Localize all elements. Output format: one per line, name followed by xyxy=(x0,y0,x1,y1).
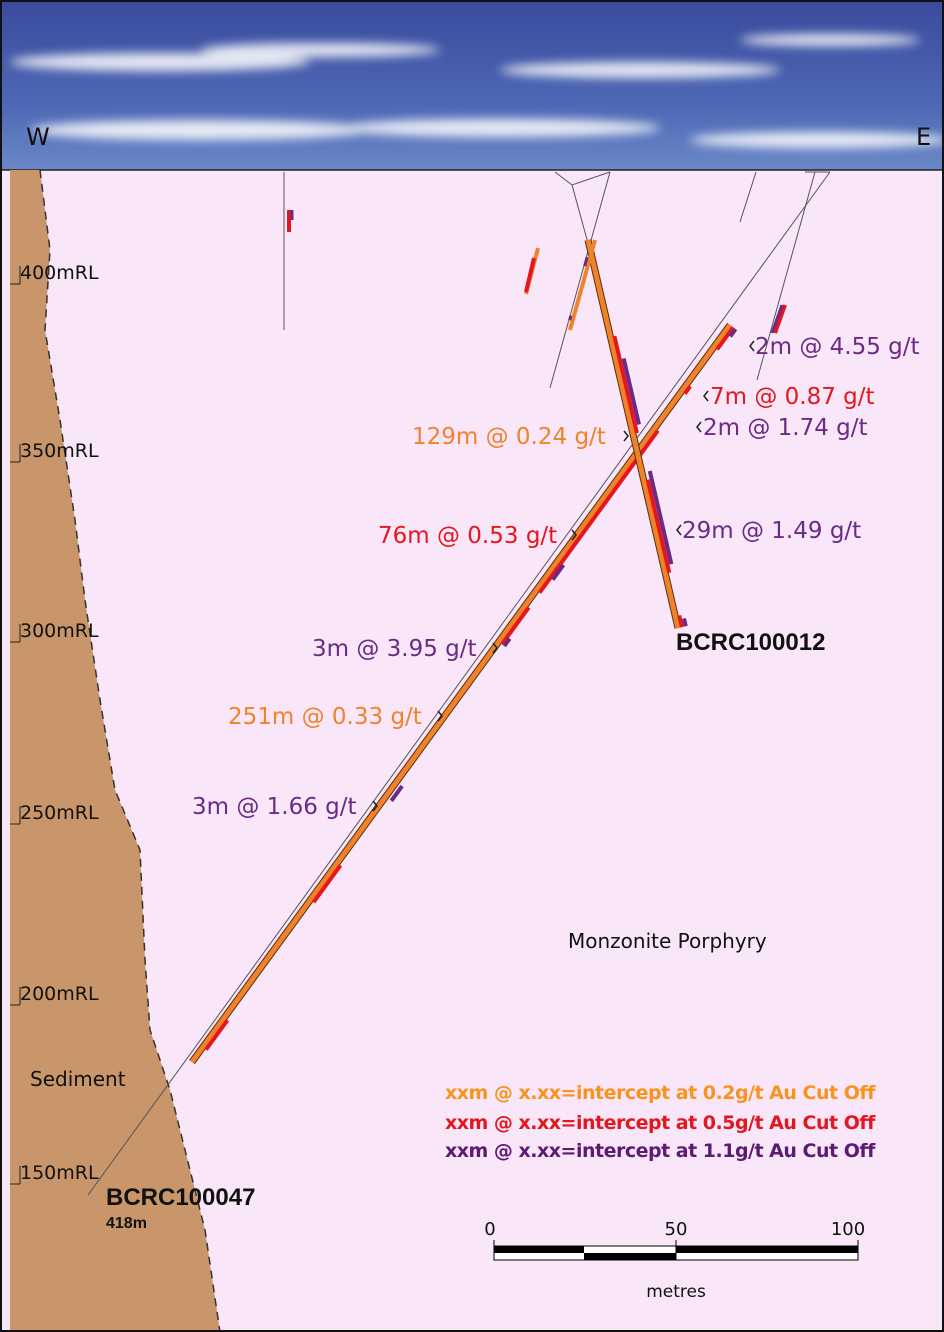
level-label: 350mRL xyxy=(20,440,99,462)
hole-name: BCRC100047 xyxy=(106,1184,255,1211)
level-label: 200mRL xyxy=(20,983,99,1005)
scale-label: 50 xyxy=(665,1219,688,1240)
legend-entry: xxm @ x.xx=intercept at 1.1g/t Au Cut Of… xyxy=(445,1140,876,1162)
intercept-label: 76m @ 0.53 g/t xyxy=(378,523,557,549)
intercept-label: 3m @ 1.66 g/t xyxy=(192,794,357,820)
legend-entry: xxm @ x.xx=intercept at 0.2g/t Au Cut Of… xyxy=(445,1082,876,1104)
intercept-label: 129m @ 0.24 g/t xyxy=(412,424,606,450)
cross-section: W E 400mRL 350mRL 300mRL 250mRL 200mRL 150mRL… xyxy=(0,0,944,1332)
intercept-label: 2m @ 1.74 g/t xyxy=(703,415,868,441)
intercept-label: 3m @ 3.95 g/t xyxy=(312,636,477,662)
unit-label: Sediment xyxy=(30,1067,126,1091)
legend-entry: xxm @ x.xx=intercept at 0.5g/t Au Cut Of… xyxy=(445,1112,876,1134)
scale-unit: metres xyxy=(646,1282,706,1302)
intercept-label: 7m @ 0.87 g/t xyxy=(710,384,875,410)
intercept xyxy=(679,615,682,627)
level-label: 150mRL xyxy=(20,1162,99,1184)
intercept-label: 251m @ 0.33 g/t xyxy=(228,704,422,730)
intercept-label: 29m @ 1.49 g/t xyxy=(682,518,861,544)
intercept xyxy=(570,316,571,321)
intercept xyxy=(684,618,686,626)
scale-label: 100 xyxy=(831,1219,865,1240)
hole-depth: 418m xyxy=(106,1215,147,1232)
unit-label: Monzonite Porphyry xyxy=(568,929,767,953)
west-label: W xyxy=(26,123,50,151)
level-label: 250mRL xyxy=(20,802,99,824)
intercept-label: 2m @ 4.55 g/t xyxy=(755,334,920,360)
hole-name: BCRC100012 xyxy=(676,629,825,656)
east-label: E xyxy=(916,123,931,151)
scale-label: 0 xyxy=(484,1219,495,1240)
level-label: 300mRL xyxy=(20,620,99,642)
level-label: 400mRL xyxy=(20,262,99,284)
page: { "compass": {"west": "W", "east": "E"},… xyxy=(0,0,944,1332)
